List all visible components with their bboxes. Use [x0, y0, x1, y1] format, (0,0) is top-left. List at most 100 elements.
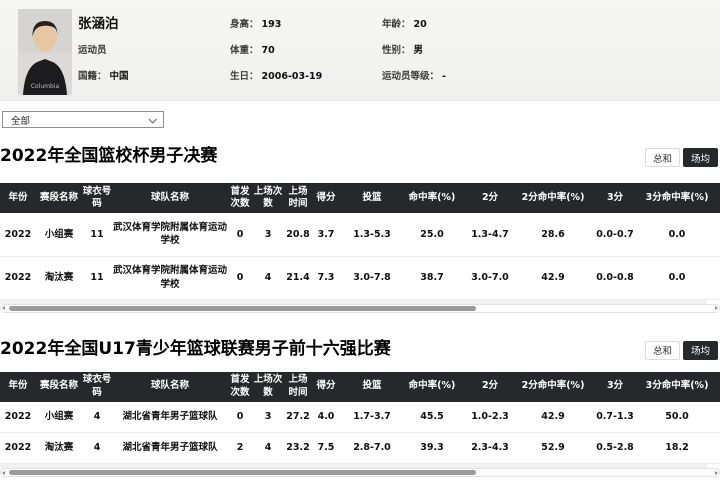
col-header-2pt: 2分	[460, 371, 520, 402]
cell-2pt: 1.0-2.3	[460, 401, 520, 433]
table-header-row: 年份 赛段名称 球衣号码 球队名称 首发次数 上场次数 上场时间 得分 投篮 命…	[0, 183, 720, 213]
sum-toggle-button[interactable]: 总和	[645, 148, 680, 167]
cell-filler	[710, 432, 720, 464]
birthday-label: 生日：	[230, 71, 259, 82]
competition-filter-select[interactable]: 全部	[2, 111, 164, 128]
cell-2pt-pct: 52.9	[520, 432, 586, 464]
table-bottom-strip	[0, 299, 707, 304]
height-field: 身高： 193	[230, 16, 322, 30]
player-name: 张涵泊	[78, 16, 119, 32]
scrollbar-thumb[interactable]	[9, 470, 476, 475]
col-header-3pt: 3分	[586, 183, 644, 213]
stats-table: 年份 赛段名称 球衣号码 球队名称 首发次数 上场次数 上场时间 得分 投篮 命…	[0, 371, 720, 464]
nationality-label: 国籍：	[78, 71, 107, 82]
scroll-right-arrow-icon[interactable]	[715, 306, 718, 310]
table-row: 2022 淘汰赛 11 武汉体育学院附属体育运动学校 0 4 21.4 7.3 …	[0, 256, 720, 300]
cell-jersey: 4	[82, 432, 112, 464]
col-header-3pt-pct: 3分命中率(%)	[644, 183, 710, 213]
sum-toggle-button[interactable]: 总和	[645, 340, 680, 360]
cell-starts: 0	[228, 213, 252, 257]
scroll-left-arrow-icon[interactable]	[2, 306, 5, 310]
avg-toggle-button[interactable]: 场均	[683, 340, 718, 360]
athlete-level-field: 运动员等级： -	[382, 68, 446, 82]
cell-minutes: 23.2	[284, 432, 312, 464]
weight-value: 70	[261, 45, 275, 56]
col-header-jersey: 球衣号码	[82, 183, 112, 213]
cell-points: 7.5	[312, 432, 340, 464]
birthday-value: 2006-03-19	[261, 71, 323, 82]
cell-team: 湖北省青年男子篮球队	[112, 432, 228, 464]
cell-jersey: 4	[82, 401, 112, 433]
col-header-3pt: 3分	[586, 371, 644, 402]
cell-points: 7.3	[312, 256, 340, 300]
birthday-field: 生日： 2006-03-19	[230, 68, 322, 82]
section-u17-league: 2022年全国U17青少年篮球联赛男子前十六强比赛 总和 场均 年份 赛段名称 …	[0, 338, 720, 477]
cell-year: 2022	[0, 213, 36, 257]
scroll-left-arrow-icon[interactable]	[2, 470, 5, 475]
cell-2pt-pct: 42.9	[520, 401, 586, 433]
cell-minutes: 20.8	[284, 213, 312, 257]
cell-starts: 0	[228, 401, 252, 433]
horizontal-scrollbar[interactable]	[0, 468, 720, 477]
cell-year: 2022	[0, 256, 36, 300]
table-row: 2022 小组赛 4 湖北省青年男子篮球队 0 3 27.2 4.0 1.7-3…	[0, 401, 720, 433]
col-header-starts: 首发次数	[228, 371, 252, 402]
section-title: 2022年全国篮校杯男子决赛	[0, 146, 218, 166]
cell-stage: 小组赛	[36, 401, 82, 433]
cell-year: 2022	[0, 432, 36, 464]
cell-2pt: 3.0-7.0	[460, 256, 520, 300]
col-header-starts: 首发次数	[228, 183, 252, 213]
cell-starts: 0	[228, 256, 252, 300]
section-title: 2022年全国U17青少年篮球联赛男子前十六强比赛	[0, 338, 391, 359]
cell-fg: 2.8-7.0	[340, 432, 404, 464]
cell-fg-pct: 38.7	[404, 256, 460, 300]
col-header-year: 年份	[0, 371, 36, 402]
col-header-appearances: 上场次数	[252, 371, 284, 402]
cell-minutes: 21.4	[284, 256, 312, 300]
table-row: 2022 小组赛 11 武汉体育学院附属体育运动学校 0 3 20.8 3.7 …	[0, 213, 720, 257]
cell-2pt: 1.3-4.7	[460, 213, 520, 257]
cell-filler	[710, 401, 720, 433]
age-label: 年龄：	[382, 19, 411, 30]
gender-value: 男	[413, 45, 424, 56]
cell-3pt-pct: 0.0	[644, 256, 710, 300]
cell-2pt-pct: 42.9	[520, 256, 586, 300]
table-row: 2022 淘汰赛 4 湖北省青年男子篮球队 2 4 23.2 7.5 2.8-7…	[0, 432, 720, 464]
cell-team: 湖北省青年男子篮球队	[112, 401, 228, 433]
scroll-right-arrow-icon[interactable]	[715, 470, 718, 475]
horizontal-scrollbar[interactable]	[0, 303, 720, 313]
avg-toggle-button[interactable]: 场均	[683, 148, 718, 167]
cell-fg-pct: 25.0	[404, 213, 460, 257]
col-header-stage: 赛段名称	[36, 371, 82, 402]
cell-team: 武汉体育学院附属体育运动学校	[112, 256, 228, 300]
chevron-down-icon	[148, 114, 157, 124]
scrollbar-thumb[interactable]	[9, 305, 476, 311]
height-label: 身高：	[230, 19, 259, 30]
cell-filler	[710, 213, 720, 257]
cell-fg-pct: 45.5	[404, 401, 460, 433]
cell-points: 3.7	[312, 213, 340, 257]
cell-stage: 淘汰赛	[36, 432, 82, 464]
sum-avg-toggle: 总和 场均	[645, 340, 718, 360]
cell-appearances: 4	[252, 432, 284, 464]
player-photo: Columbia	[18, 9, 72, 95]
col-header-fg-pct: 命中率(%)	[404, 371, 460, 402]
col-header-3pt-pct: 3分命中率(%)	[644, 371, 710, 402]
table-header-row: 年份 赛段名称 球衣号码 球队名称 首发次数 上场次数 上场时间 得分 投篮 命…	[0, 371, 720, 402]
col-header-team: 球队名称	[112, 371, 228, 402]
stats-table: 年份 赛段名称 球衣号码 球队名称 首发次数 上场次数 上场时间 得分 投篮 命…	[0, 183, 720, 300]
col-header-2pt-pct: 2分命中率(%)	[520, 371, 586, 402]
player-profile-section: Columbia 张涵泊 运动员 国籍： 中国 身高： 193 体重： 70 生日： 2…	[0, 0, 720, 101]
cell-stage: 淘汰赛	[36, 256, 82, 300]
cell-fg-pct: 39.3	[404, 432, 460, 464]
cell-2pt: 2.3-4.3	[460, 432, 520, 464]
nationality-field: 国籍： 中国	[78, 68, 129, 82]
cell-3pt-pct: 0.0	[644, 213, 710, 257]
col-header-fg: 投篮	[340, 371, 404, 402]
cell-3pt-pct: 18.2	[644, 432, 710, 464]
cell-minutes: 27.2	[284, 401, 312, 433]
cell-jersey: 11	[82, 213, 112, 257]
cell-year: 2022	[0, 401, 36, 433]
cell-points: 4.0	[312, 401, 340, 433]
cell-2pt-pct: 28.6	[520, 213, 586, 257]
